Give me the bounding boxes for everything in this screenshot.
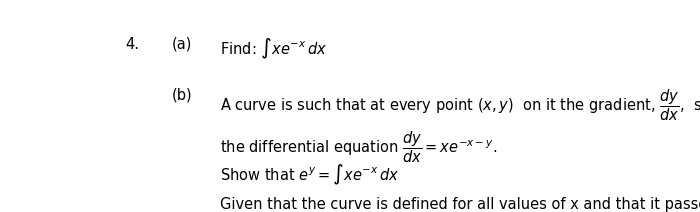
Text: the differential equation $\dfrac{dy}{dx} = xe^{-x-y}$.: the differential equation $\dfrac{dy}{dx… xyxy=(220,130,498,166)
Text: 4.: 4. xyxy=(125,37,139,52)
Text: (b): (b) xyxy=(172,88,193,102)
Text: Show that $e^{y} = \int xe^{-x}\,dx$: Show that $e^{y} = \int xe^{-x}\,dx$ xyxy=(220,163,400,187)
Text: (a): (a) xyxy=(172,37,192,52)
Text: Given that the curve is defined for all values of x and that it passes: Given that the curve is defined for all … xyxy=(220,197,700,212)
Text: A curve is such that at every point $(x, y)$  on it the gradient, $\dfrac{dy}{dx: A curve is such that at every point $(x,… xyxy=(220,88,700,123)
Text: Find: $\int xe^{-x}\,dx$: Find: $\int xe^{-x}\,dx$ xyxy=(220,37,328,61)
